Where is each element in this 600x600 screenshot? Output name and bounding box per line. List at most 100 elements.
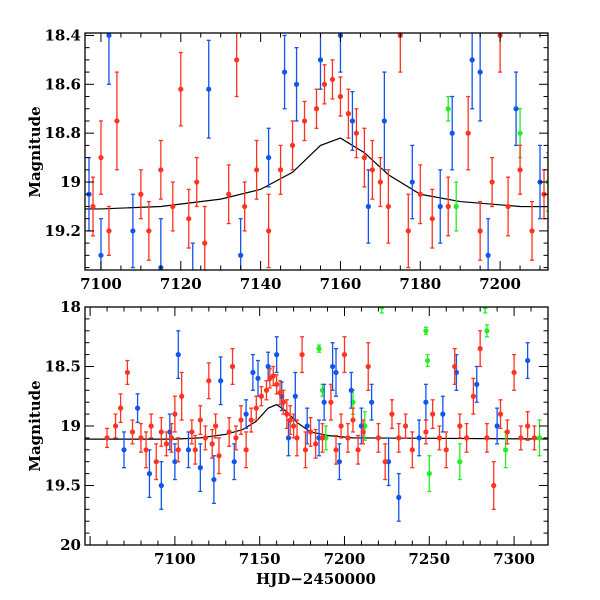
- data-point-blue: [211, 455, 217, 505]
- marker: [138, 435, 144, 441]
- marker: [484, 328, 490, 334]
- marker: [313, 441, 319, 447]
- marker: [202, 240, 208, 246]
- marker: [338, 423, 344, 429]
- marker: [497, 411, 504, 417]
- marker: [430, 411, 436, 417]
- marker: [485, 252, 491, 258]
- data-point-blue: [396, 472, 402, 522]
- data-point-red: [277, 144, 284, 195]
- data-point-blue: [440, 395, 446, 433]
- data-point-red: [197, 405, 203, 435]
- data-point-red: [345, 88, 352, 139]
- marker: [265, 363, 271, 370]
- marker: [134, 405, 141, 411]
- marker: [266, 155, 272, 161]
- data-point-blue: [423, 383, 429, 421]
- data-point-red: [253, 395, 259, 421]
- marker: [317, 57, 324, 63]
- data-point-blue: [281, 34, 288, 110]
- top-y-axis-title: Magnitude: [26, 106, 44, 197]
- marker: [178, 86, 184, 92]
- marker: [216, 453, 222, 459]
- marker: [389, 411, 395, 417]
- data-point-red: [525, 411, 531, 441]
- marker: [302, 447, 309, 453]
- marker: [452, 363, 458, 370]
- marker: [505, 203, 511, 210]
- data-point-red: [138, 169, 144, 220]
- marker: [360, 429, 366, 435]
- marker: [333, 369, 339, 376]
- marker: [226, 191, 232, 197]
- marker: [197, 417, 203, 423]
- data-point-red: [382, 443, 388, 481]
- marker: [336, 459, 342, 465]
- marker: [423, 399, 429, 405]
- data-point-red: [106, 205, 112, 256]
- data-point-green: [445, 95, 451, 122]
- bottom-panel: 7100 7150 7200 7250 7300 18 18.5 19 19.5 20: [44, 298, 549, 568]
- marker: [0, 192, 4, 197]
- data-point-red: [313, 428, 319, 459]
- data-point-red: [254, 139, 260, 200]
- marker: [146, 228, 152, 234]
- data-point-red: [212, 413, 219, 439]
- marker: [54, 253, 59, 258]
- x-tick-label: 7120: [160, 275, 202, 293]
- data-point-red: [98, 120, 104, 195]
- marker: [175, 447, 181, 453]
- marker: [484, 435, 490, 441]
- marker: [361, 155, 367, 161]
- data-point-blue: [175, 330, 181, 380]
- data-point-red: [497, 399, 504, 430]
- marker: [316, 346, 322, 352]
- data-point-blue: [437, 169, 443, 244]
- marker: [277, 167, 284, 173]
- data-point-blue: [321, 383, 327, 421]
- marker: [66, 192, 71, 197]
- data-point-red: [337, 76, 344, 117]
- marker: [355, 447, 361, 453]
- marker: [172, 459, 178, 465]
- data-point-blue: [285, 419, 292, 457]
- data-point-red: [248, 407, 254, 433]
- data-point-red: [360, 419, 366, 445]
- data-point-blue: [494, 407, 500, 445]
- marker: [375, 435, 382, 441]
- marker: [192, 447, 198, 453]
- marker: [437, 203, 443, 210]
- data-point-red: [477, 330, 483, 368]
- marker: [449, 130, 455, 136]
- data-point-green: [438, 16, 443, 31]
- marker: [409, 447, 415, 453]
- marker: [233, 435, 239, 441]
- data-point-red: [417, 164, 423, 225]
- data-point-blue: [11, 116, 16, 175]
- data-point-red: [31, 194, 36, 267]
- data-point-red: [143, 431, 149, 469]
- data-point-red: [593, 219, 598, 292]
- data-point-red: [206, 362, 212, 400]
- marker: [477, 228, 483, 234]
- data-point-blue: [349, 90, 356, 151]
- data-point-blue: [238, 218, 244, 270]
- marker: [426, 471, 432, 477]
- marker: [238, 252, 244, 258]
- marker: [330, 363, 336, 370]
- data-point-red: [341, 336, 348, 374]
- marker: [186, 216, 192, 222]
- data-point-red: [353, 108, 360, 159]
- marker: [299, 352, 305, 358]
- data-point-blue: [477, 33, 483, 122]
- data-point-red: [365, 342, 371, 391]
- data-point-red: [209, 428, 215, 459]
- marker: [231, 459, 237, 465]
- marker: [423, 328, 429, 334]
- data-point-blue: [38, 231, 43, 329]
- data-point-blue: [98, 218, 104, 270]
- marker: [369, 167, 375, 173]
- y-tick-label: 18.5: [44, 358, 81, 376]
- data-point-red: [377, 156, 383, 208]
